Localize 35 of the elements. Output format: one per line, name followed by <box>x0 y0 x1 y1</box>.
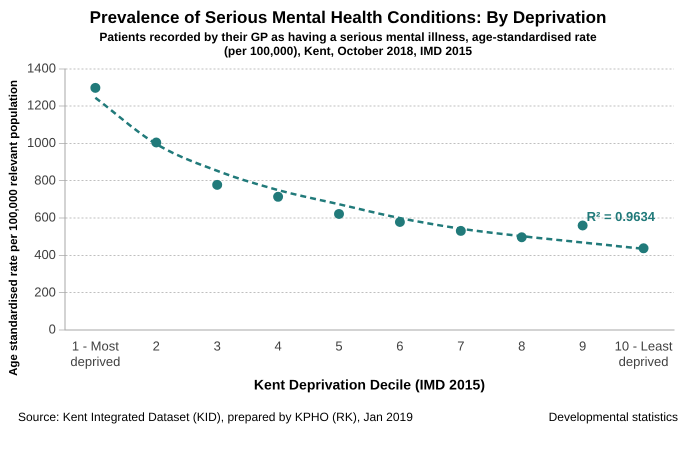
x-tick-label: 1 - Most deprived <box>70 338 120 369</box>
x-tick-label: 7 <box>457 338 464 354</box>
source-note: Source: Kent Integrated Dataset (KID), prepared by KPHO (RK), Jan 2019 <box>18 410 413 424</box>
x-tick-label: 10 - Least deprived <box>614 338 673 369</box>
point <box>516 232 527 242</box>
y-axis-title: Age standardised rate per 100,000 relevant population <box>8 80 21 376</box>
x-axis-title: Kent Deprivation Decile (IMD 2015) <box>254 376 485 392</box>
x-tick-label: 5 <box>335 338 343 354</box>
x-tick-label: 6 <box>396 338 404 354</box>
y-tick-label: 0 <box>48 322 56 337</box>
annotation: R² = 0.9634 <box>586 209 656 224</box>
point <box>456 226 466 236</box>
point <box>578 220 588 231</box>
chart-subtitle: Patients recorded by their GP as having a serious mental illness, age-standardised rate (per 100,000), Kent, October 2018, IMD 2015 <box>98 30 598 58</box>
point <box>90 82 100 93</box>
y-tick-label: 400 <box>34 246 56 262</box>
point <box>394 216 405 227</box>
point <box>334 208 344 219</box>
x-tick-label: 2 <box>152 338 160 354</box>
y-tick-label: 800 <box>34 172 56 188</box>
text: Developmental statistics <box>548 410 678 424</box>
y-tick-label: 1000 <box>27 135 56 150</box>
x-tick-label: 8 <box>518 338 526 354</box>
y-tick-label: 1400 <box>27 60 56 76</box>
x-tick-label: 9 <box>579 338 586 354</box>
chart-title: Prevalence of Serious Mental Health Conditions: By Deprivation <box>88 8 608 28</box>
x-tick-label: 3 <box>214 338 221 354</box>
point <box>151 137 162 148</box>
y-tick-label: 600 <box>34 210 56 225</box>
point <box>212 180 222 190</box>
y-tick-label: 1200 <box>27 98 56 113</box>
x-tick-label: 4 <box>274 338 282 354</box>
point <box>273 192 284 202</box>
y-tick-label: 200 <box>34 284 56 300</box>
point <box>638 243 649 254</box>
